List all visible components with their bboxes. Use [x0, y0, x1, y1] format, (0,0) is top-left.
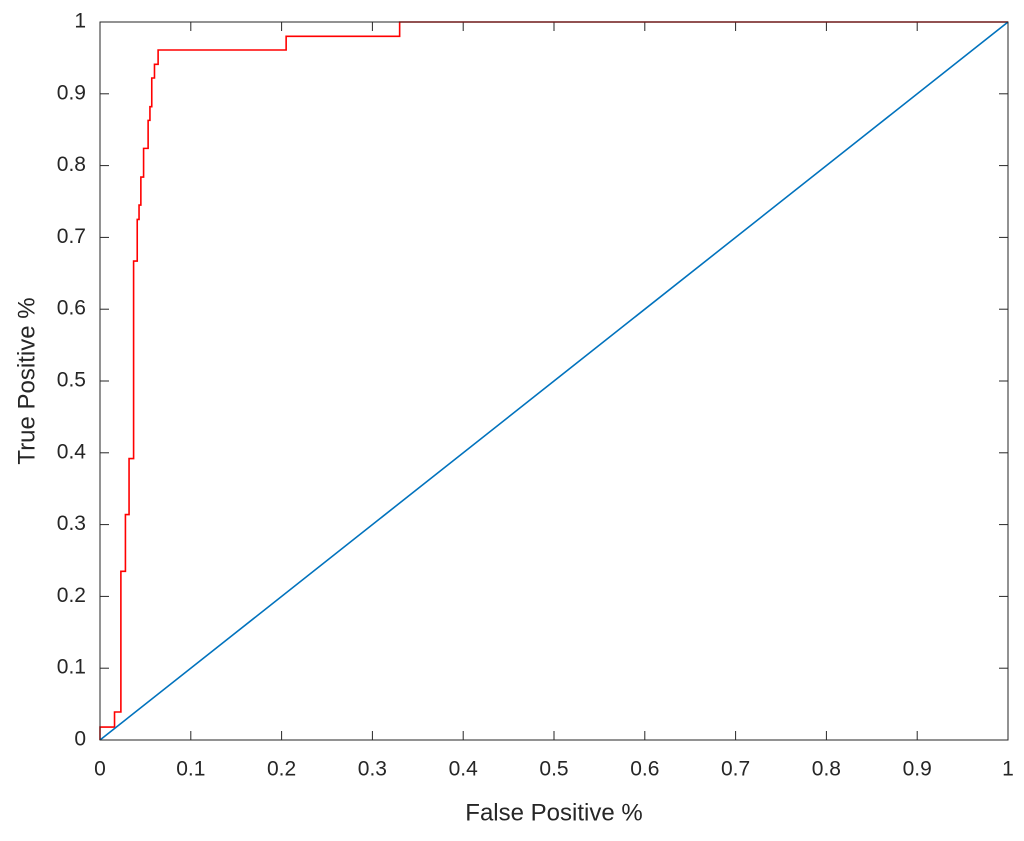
series-line — [99, 21, 1009, 741]
x-tick-label: 0.8 — [812, 758, 841, 781]
y-tick-label: 0 — [74, 728, 86, 751]
y-tick-label: 0.3 — [57, 512, 86, 535]
x-tick-label: 0.9 — [903, 758, 932, 781]
y-tick-label: 0.4 — [57, 440, 87, 463]
x-tick-label: 0.2 — [267, 758, 296, 781]
y-tick-label: 0.8 — [57, 153, 86, 176]
series-line — [99, 21, 1008, 740]
x-axis-label: False Positive % — [465, 799, 642, 826]
y-tick-label: 0.7 — [57, 225, 86, 248]
y-tick-label: 0.1 — [57, 656, 86, 679]
x-tick-label: 0.4 — [449, 758, 479, 781]
x-tick-label: 0 — [94, 758, 106, 781]
x-tick-label: 0.5 — [539, 758, 568, 781]
plot-frame — [99, 21, 1009, 741]
y-axis-label: True Positive % — [13, 297, 40, 464]
y-tick-label: 0.5 — [57, 369, 86, 392]
y-tick-label: 1 — [74, 10, 86, 33]
x-tick-label: 0.1 — [176, 758, 205, 781]
y-tick-label: 0.6 — [57, 297, 86, 320]
y-tick-label: 0.2 — [57, 584, 86, 607]
x-tick-label: 0.7 — [721, 758, 750, 781]
x-tick-label: 0.6 — [630, 758, 659, 781]
x-tick-label: 0.3 — [358, 758, 387, 781]
y-tick-label: 0.9 — [57, 81, 86, 104]
x-tick-label: 1 — [1002, 758, 1014, 781]
